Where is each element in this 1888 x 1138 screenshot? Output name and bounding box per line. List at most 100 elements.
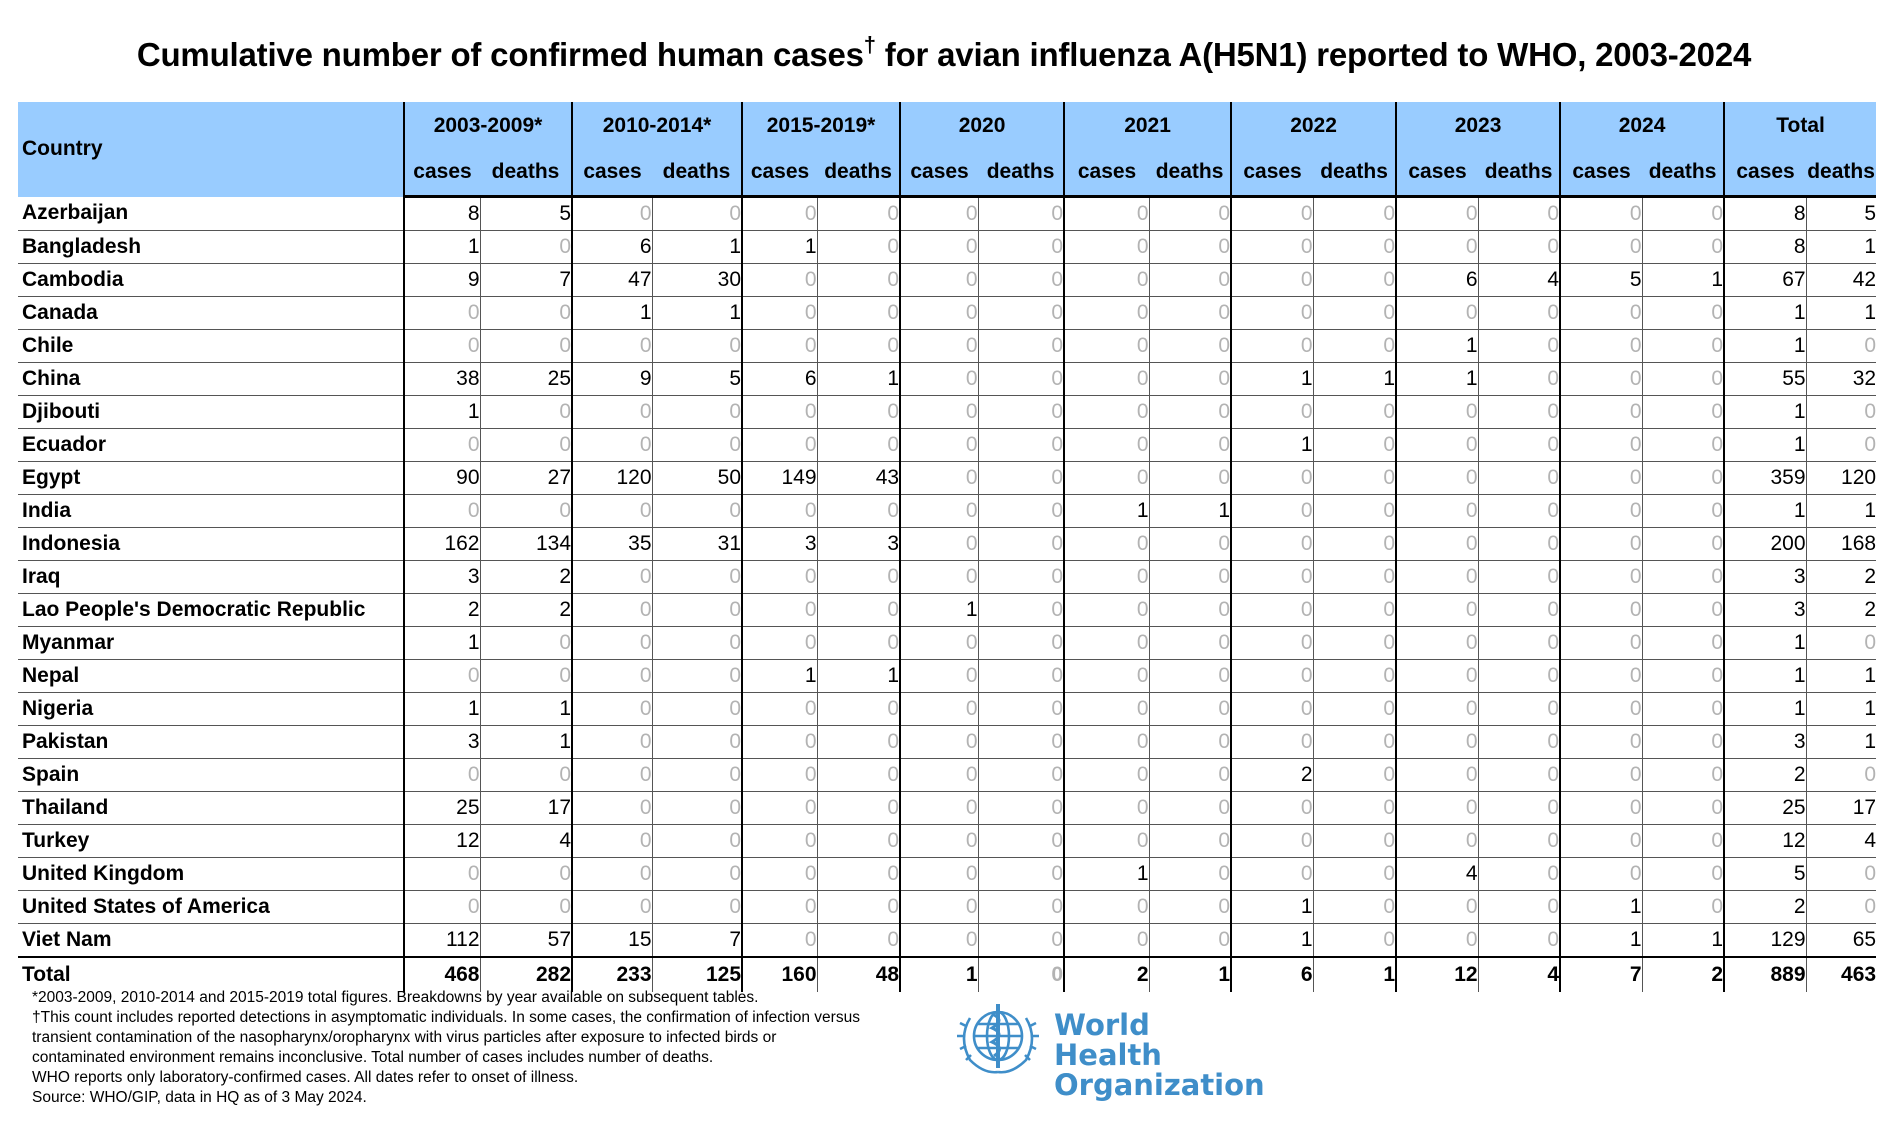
cases-cell: 0	[572, 857, 653, 891]
table-row: Lao People's Democratic Republic 2 2 0 0 0 0 1 0…	[18, 593, 1877, 627]
country-name: Iraq	[18, 560, 405, 594]
cases-cell: 1	[404, 395, 481, 429]
deaths-cell: 0	[1478, 626, 1562, 660]
cases-cell: 0	[742, 824, 818, 858]
cases-subheader: cases	[572, 149, 653, 198]
cases-cell: 0	[742, 263, 818, 297]
cases-cell: 0	[572, 560, 653, 594]
cases-cell: 0	[1231, 329, 1314, 363]
deaths-cell: 0	[1642, 626, 1726, 660]
country-name: Bangladesh	[18, 230, 405, 264]
deaths-cell: 0	[978, 494, 1066, 528]
total-cases-cell: 160	[742, 956, 818, 992]
period-header: 2022	[1231, 102, 1398, 149]
deaths-cell: 0	[1149, 593, 1233, 627]
deaths-cell: 31	[652, 527, 744, 561]
cases-cell: 0	[1560, 527, 1643, 561]
deaths-cell: 25	[480, 362, 574, 396]
cases-cell: 12	[404, 824, 481, 858]
cases-cell: 1	[1231, 428, 1314, 462]
cases-cell: 0	[1064, 758, 1150, 792]
cases-cell: 0	[1231, 791, 1314, 825]
deaths-cell: 0	[1642, 725, 1726, 759]
cases-cell: 0	[1396, 593, 1479, 627]
cases-cell: 1	[1064, 494, 1150, 528]
cases-cell: 8	[1724, 230, 1807, 264]
deaths-cell: 0	[480, 329, 574, 363]
deaths-cell: 0	[817, 890, 902, 924]
deaths-cell: 0	[652, 692, 744, 726]
cases-subheader: cases	[1064, 149, 1150, 198]
deaths-cell: 0	[1478, 824, 1562, 858]
country-name: Canada	[18, 296, 405, 330]
deaths-cell: 0	[1642, 329, 1726, 363]
deaths-cell: 0	[1806, 758, 1877, 792]
deaths-cell: 0	[1642, 857, 1726, 891]
table-row: Nepal 0 0 0 0 1 1 0 0 0 0 0 0 0 0 0 0 1 1	[18, 659, 1877, 693]
deaths-cell: 0	[978, 230, 1066, 264]
deaths-cell: 0	[1478, 428, 1562, 462]
deaths-cell: 0	[1313, 824, 1398, 858]
total-cases-cell: 12	[1396, 956, 1479, 992]
deaths-cell: 0	[1478, 395, 1562, 429]
deaths-cell: 0	[1313, 626, 1398, 660]
cases-cell: 0	[900, 329, 979, 363]
deaths-cell: 1	[817, 659, 902, 693]
cases-cell: 0	[900, 923, 979, 958]
country-name: Pakistan	[18, 725, 405, 759]
deaths-cell: 0	[1478, 758, 1562, 792]
deaths-subheader: deaths	[1642, 149, 1726, 198]
cases-cell: 0	[900, 428, 979, 462]
deaths-subheader: deaths	[1478, 149, 1562, 198]
cases-cell: 1	[1724, 692, 1807, 726]
country-name: Nigeria	[18, 692, 405, 726]
cases-cell: 0	[572, 626, 653, 660]
cases-cell: 0	[1064, 362, 1150, 396]
deaths-cell: 1	[1149, 494, 1233, 528]
deaths-cell: 134	[480, 527, 574, 561]
deaths-cell: 65	[1806, 923, 1877, 958]
country-name: Spain	[18, 758, 405, 792]
cases-cell: 0	[572, 659, 653, 693]
cases-cell: 0	[900, 659, 979, 693]
deaths-cell: 0	[652, 659, 744, 693]
cases-cell: 0	[900, 857, 979, 891]
cases-cell: 3	[1724, 593, 1807, 627]
cases-cell: 0	[1231, 196, 1314, 231]
deaths-cell: 0	[1478, 890, 1562, 924]
cases-cell: 1	[1724, 329, 1807, 363]
cases-cell: 3	[1724, 725, 1807, 759]
cases-cell: 9	[404, 263, 481, 297]
table-row: Viet Nam 112 57 15 7 0 0 0 0 0 0 1 0 0 0 1 1 129 65	[18, 923, 1877, 958]
cases-cell: 0	[900, 560, 979, 594]
deaths-cell: 0	[1478, 527, 1562, 561]
deaths-cell: 0	[817, 593, 902, 627]
cases-cell: 0	[900, 494, 979, 528]
cases-cell: 2	[404, 593, 481, 627]
who-logo: World Health Organization	[950, 998, 1265, 1100]
cases-cell: 6	[1396, 263, 1479, 297]
cases-cell: 0	[404, 329, 481, 363]
deaths-cell: 0	[1313, 527, 1398, 561]
cases-cell: 4	[1396, 857, 1479, 891]
cases-cell: 0	[900, 461, 979, 495]
deaths-cell: 0	[978, 362, 1066, 396]
table-row: Iraq 3 2 0 0 0 0 0 0 0 0 0 0 0 0 0 0 3 2	[18, 560, 1877, 594]
cases-cell: 0	[1560, 296, 1643, 330]
deaths-cell: 0	[1149, 725, 1233, 759]
deaths-cell: 0	[652, 428, 744, 462]
cases-cell: 0	[1396, 196, 1479, 231]
deaths-cell: 0	[480, 626, 574, 660]
deaths-cell: 1	[480, 725, 574, 759]
deaths-cell: 0	[1478, 857, 1562, 891]
deaths-cell: 4	[1478, 263, 1562, 297]
cases-cell: 0	[742, 329, 818, 363]
deaths-cell: 0	[817, 857, 902, 891]
cases-cell: 0	[572, 428, 653, 462]
table-row: Turkey 12 4 0 0 0 0 0 0 0 0 0 0 0 0 0 0 12 4	[18, 824, 1877, 858]
cases-cell: 0	[742, 791, 818, 825]
cases-cell: 0	[1231, 494, 1314, 528]
cases-cell: 1	[1560, 890, 1643, 924]
deaths-cell: 0	[652, 791, 744, 825]
deaths-cell: 0	[1313, 923, 1398, 958]
